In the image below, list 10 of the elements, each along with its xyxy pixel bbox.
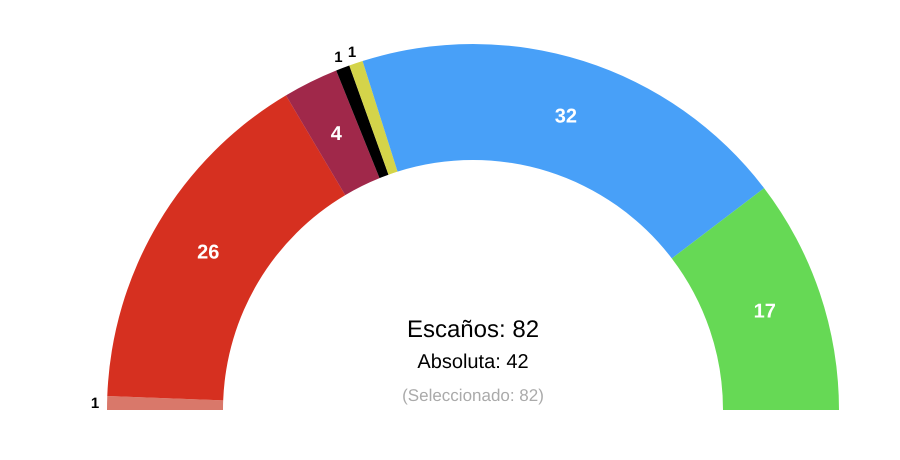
data-label: 17 bbox=[754, 300, 776, 322]
text: Escaños: 82 bbox=[406, 316, 540, 343]
data-label: 1 bbox=[348, 44, 356, 61]
data-label: 32 bbox=[554, 105, 578, 128]
text: Absoluta: 42 bbox=[417, 351, 529, 373]
data-label: 4 bbox=[330, 122, 343, 145]
data-label: 1 bbox=[90, 394, 100, 412]
data-label: 1 bbox=[334, 48, 343, 66]
data-label: 26 bbox=[197, 242, 220, 264]
text: (Seleccionado: 82) bbox=[402, 386, 544, 405]
